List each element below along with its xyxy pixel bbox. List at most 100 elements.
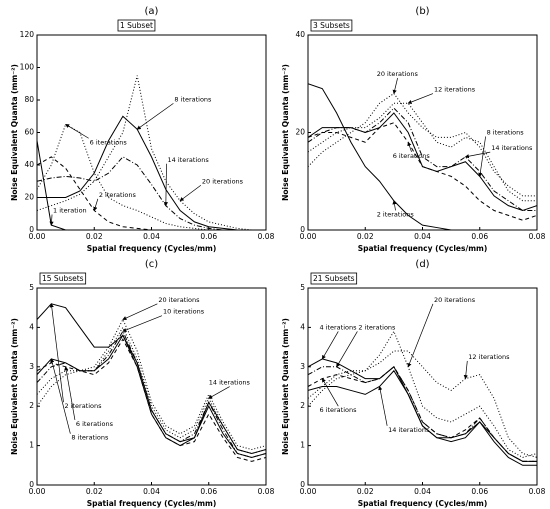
subset-label: 1 Subset bbox=[120, 21, 153, 30]
annotation-arrow bbox=[321, 331, 339, 360]
panel-label: (b) bbox=[415, 6, 429, 17]
annotation: 20 iterations bbox=[202, 177, 244, 185]
y-tick-label: 0 bbox=[300, 225, 305, 234]
curve bbox=[308, 330, 537, 458]
annotation: 8 iterations bbox=[174, 95, 212, 103]
x-tick-label: 0.02 bbox=[357, 232, 374, 241]
curve bbox=[37, 156, 266, 230]
annotation-arrow bbox=[208, 386, 230, 399]
y-tick-label: 20 bbox=[24, 193, 34, 202]
y-tick-label: 40 bbox=[295, 30, 305, 39]
y-tick-label: 5 bbox=[29, 283, 34, 292]
annotation-arrow bbox=[392, 200, 397, 211]
x-tick-label: 0.04 bbox=[143, 487, 160, 496]
curves bbox=[308, 83, 537, 230]
y-tick-label: 2 bbox=[29, 401, 34, 410]
annotation: 2 iterations bbox=[358, 323, 396, 331]
annotation: 2 iterations bbox=[64, 402, 102, 410]
x-tick-label: 0.00 bbox=[300, 232, 317, 241]
curve bbox=[37, 115, 266, 230]
y-axis-label: Noise Equivalent Quanta (mm⁻²) bbox=[10, 64, 19, 201]
annotation-arrow bbox=[64, 366, 76, 420]
annotation: 1 iteration bbox=[53, 207, 87, 215]
annotation-arrow bbox=[136, 103, 174, 130]
subset-label: 15 Subsets bbox=[42, 274, 84, 283]
annotation-arrow bbox=[378, 385, 388, 426]
y-tick-label: 1 bbox=[29, 441, 34, 450]
curve bbox=[37, 330, 266, 458]
x-tick-label: 0.08 bbox=[529, 232, 546, 241]
x-tick-label: 0.04 bbox=[143, 232, 160, 241]
annotation-arrow bbox=[50, 358, 71, 434]
y-axis-label: Noise Equivalent Quanta (mm⁻²) bbox=[10, 318, 19, 455]
curves bbox=[37, 75, 266, 230]
panel: (b) 3 Subsets 0.00 0.02 0.04 0.06 0.08 0 20 40 Spa… bbox=[281, 6, 546, 253]
x-axis-label: Spatial frequency (Cycles/mm) bbox=[87, 244, 217, 253]
annotation-arrow bbox=[93, 198, 99, 212]
x-tick-label: 0.04 bbox=[414, 487, 431, 496]
curve bbox=[308, 83, 537, 230]
subset-label: 3 Subsets bbox=[313, 21, 350, 30]
panel: (d) 21 Subsets 0.00 0.02 0.04 0.06 0.08 0 1 2 3 4 5 S… bbox=[281, 259, 546, 508]
y-tick-label: 2 bbox=[300, 401, 305, 410]
annotation-arrow bbox=[464, 151, 491, 159]
annotation: 10 iterations bbox=[163, 308, 205, 316]
annotation: 14 iterations bbox=[168, 156, 210, 164]
subset-box bbox=[310, 19, 353, 32]
curve bbox=[308, 107, 537, 211]
x-axis-label: Spatial frequency (Cycles/mm) bbox=[358, 499, 488, 508]
annotation-arrow bbox=[122, 315, 163, 332]
y-axis-label: Noise Equivalent Quanta (mm⁻²) bbox=[281, 64, 290, 201]
annotation: 8 iterations bbox=[487, 129, 525, 137]
panel: (a) 1 Subset 0.00 0.02 0.04 0.06 0.08 0 20 40 60 80… bbox=[10, 6, 275, 253]
annotation-arrow bbox=[463, 360, 468, 380]
annotation: 6 iterations bbox=[393, 152, 431, 160]
y-tick-label: 120 bbox=[20, 30, 35, 39]
annotation-arrow bbox=[49, 303, 64, 403]
annotation-arrow bbox=[321, 378, 339, 407]
y-tick-label: 5 bbox=[300, 283, 305, 292]
y-tick-label: 3 bbox=[300, 362, 305, 371]
y-tick-label: 4 bbox=[29, 322, 34, 331]
annotation-arrow bbox=[65, 124, 89, 139]
y-tick-label: 0 bbox=[29, 480, 34, 489]
curve bbox=[37, 318, 266, 451]
annotation: 6 iterations bbox=[319, 406, 357, 414]
curves bbox=[308, 330, 537, 466]
annotation-arrow bbox=[336, 331, 358, 368]
x-axis-label: Spatial frequency (Cycles/mm) bbox=[87, 499, 217, 508]
x-axis-label: Spatial frequency (Cycles/mm) bbox=[358, 244, 488, 253]
annotation: 14 iterations bbox=[388, 426, 430, 434]
annotation-arrow bbox=[179, 184, 202, 202]
annotation-arrow bbox=[163, 163, 168, 207]
annotation: 14 iterations bbox=[491, 144, 533, 152]
annotation-arrow bbox=[122, 303, 158, 320]
annotation: 6 iterations bbox=[76, 420, 114, 428]
x-tick-label: 0.06 bbox=[471, 232, 488, 241]
annotation: 20 iterations bbox=[158, 296, 200, 304]
curves bbox=[37, 303, 266, 462]
curve bbox=[37, 156, 266, 230]
y-tick-label: 40 bbox=[24, 160, 34, 169]
curve bbox=[308, 366, 537, 462]
curve bbox=[308, 102, 537, 202]
annotation-arrow bbox=[478, 136, 486, 178]
annotation-arrow bbox=[407, 93, 434, 104]
y-axis-label: Noise Equivalent Quanta (mm⁻²) bbox=[281, 318, 290, 455]
x-tick-label: 0.08 bbox=[258, 487, 275, 496]
y-tick-label: 60 bbox=[24, 128, 34, 137]
subset-label: 21 Subsets bbox=[313, 274, 355, 283]
annotation-arrow bbox=[49, 214, 54, 226]
subset-box bbox=[117, 19, 156, 32]
annotation: 14 iterations bbox=[209, 379, 251, 387]
y-tick-label: 0 bbox=[300, 480, 305, 489]
x-tick-label: 0.00 bbox=[29, 232, 46, 241]
x-tick-label: 0.06 bbox=[200, 487, 217, 496]
annotation-arrow bbox=[392, 77, 398, 95]
panel: (c) 15 Subsets 0.00 0.02 0.04 0.06 0.08 0 1 2 3 4 5 S… bbox=[10, 259, 275, 508]
curve bbox=[308, 122, 537, 221]
x-tick-label: 0.00 bbox=[300, 487, 317, 496]
curve bbox=[37, 303, 266, 454]
x-tick-label: 0.02 bbox=[86, 487, 103, 496]
x-tick-label: 0.02 bbox=[86, 232, 103, 241]
